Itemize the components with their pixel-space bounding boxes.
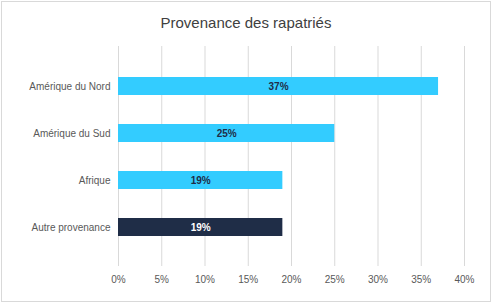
svg-text:Afrique: Afrique bbox=[79, 175, 111, 186]
svg-text:25%: 25% bbox=[217, 128, 237, 139]
svg-text:35%: 35% bbox=[411, 274, 431, 285]
svg-text:5%: 5% bbox=[155, 274, 170, 285]
svg-text:Autre provenance: Autre provenance bbox=[32, 222, 111, 233]
svg-text:19%: 19% bbox=[191, 175, 211, 186]
svg-text:0%: 0% bbox=[111, 274, 126, 285]
svg-text:30%: 30% bbox=[368, 274, 388, 285]
svg-text:19%: 19% bbox=[191, 222, 211, 233]
svg-text:37%: 37% bbox=[269, 81, 289, 92]
svg-text:Amérique du Sud: Amérique du Sud bbox=[33, 128, 110, 139]
html-text:Provenance des rapatriés: Provenance des rapatriés bbox=[160, 14, 332, 31]
svg-text:Amérique du Nord: Amérique du Nord bbox=[29, 81, 110, 92]
svg-text:40%: 40% bbox=[454, 274, 474, 285]
svg-text:25%: 25% bbox=[325, 274, 345, 285]
svg-text:20%: 20% bbox=[281, 274, 301, 285]
svg-text:15%: 15% bbox=[238, 274, 258, 285]
svg-text:10%: 10% bbox=[195, 274, 215, 285]
